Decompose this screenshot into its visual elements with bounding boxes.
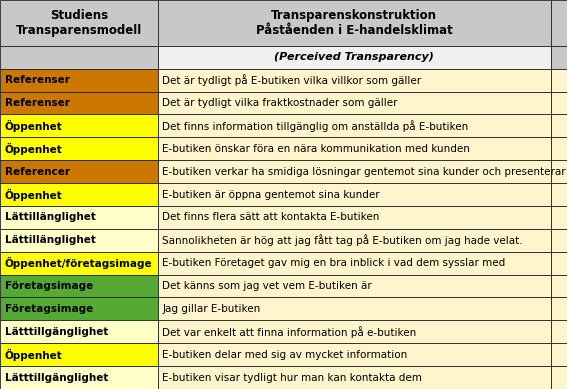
Bar bbox=[158, 366, 551, 389]
Bar bbox=[158, 91, 551, 114]
Bar bbox=[0, 0, 158, 46]
Text: Jag gillar E-butiken: Jag gillar E-butiken bbox=[162, 304, 260, 314]
Bar bbox=[158, 137, 551, 160]
Bar bbox=[551, 114, 567, 137]
Text: Lätttillgänglighet: Lätttillgänglighet bbox=[5, 327, 108, 337]
Bar bbox=[0, 298, 158, 321]
Text: Det finns flera sätt att kontakta E-butiken: Det finns flera sätt att kontakta E-buti… bbox=[162, 212, 379, 223]
Bar bbox=[0, 137, 158, 160]
Text: Lätttillgänglighet: Lätttillgänglighet bbox=[5, 373, 108, 382]
Bar bbox=[551, 0, 567, 46]
Text: Studiens
Transparensmodell: Studiens Transparensmodell bbox=[16, 9, 142, 37]
Bar bbox=[0, 46, 158, 68]
Bar bbox=[551, 298, 567, 321]
Bar bbox=[158, 114, 551, 137]
Text: Det finns information tillgänglig om anställda på E-butiken: Det finns information tillgänglig om ans… bbox=[162, 120, 468, 132]
Bar bbox=[0, 252, 158, 275]
Bar bbox=[551, 229, 567, 252]
Bar bbox=[158, 0, 551, 46]
Bar bbox=[551, 183, 567, 206]
Bar bbox=[551, 275, 567, 298]
Bar bbox=[0, 343, 158, 366]
Bar bbox=[158, 343, 551, 366]
Text: Företagsimage: Företagsimage bbox=[5, 281, 93, 291]
Text: Företagsimage: Företagsimage bbox=[5, 304, 93, 314]
Bar bbox=[551, 343, 567, 366]
Text: Lättillänglighet: Lättillänglighet bbox=[5, 212, 95, 223]
Text: E-butiken verkar ha smidiga lösningar gentemot sina kunder och presenterar detta: E-butiken verkar ha smidiga lösningar ge… bbox=[162, 166, 567, 177]
Bar bbox=[551, 68, 567, 91]
Bar bbox=[551, 252, 567, 275]
Text: Öppenhet/företagsimage: Öppenhet/företagsimage bbox=[5, 257, 152, 269]
Bar bbox=[0, 183, 158, 206]
Text: E-butiken är öppna gentemot sina kunder: E-butiken är öppna gentemot sina kunder bbox=[162, 189, 380, 200]
Bar bbox=[158, 46, 551, 68]
Bar bbox=[551, 46, 567, 68]
Bar bbox=[551, 206, 567, 229]
Bar bbox=[158, 229, 551, 252]
Bar bbox=[551, 137, 567, 160]
Text: Öppenhet: Öppenhet bbox=[5, 120, 62, 132]
Text: Sannolikheten är hög att jag fått tag på E-butiken om jag hade velat.: Sannolikheten är hög att jag fått tag på… bbox=[162, 234, 523, 246]
Bar bbox=[158, 206, 551, 229]
Bar bbox=[551, 91, 567, 114]
Text: Referenser: Referenser bbox=[5, 75, 69, 85]
Text: Öppenhet: Öppenhet bbox=[5, 143, 62, 155]
Text: E-butiken Företaget gav mig en bra inblick i vad dem sysslar med: E-butiken Företaget gav mig en bra inbli… bbox=[162, 258, 505, 268]
Text: (Perceived Transparency): (Perceived Transparency) bbox=[274, 52, 434, 62]
Bar bbox=[0, 68, 158, 91]
Text: Det känns som jag vet vem E-butiken är: Det känns som jag vet vem E-butiken är bbox=[162, 281, 372, 291]
Bar bbox=[0, 275, 158, 298]
Bar bbox=[0, 160, 158, 183]
Bar bbox=[158, 68, 551, 91]
Bar bbox=[0, 229, 158, 252]
Text: Referenser: Referenser bbox=[5, 98, 69, 108]
Bar bbox=[0, 206, 158, 229]
Bar bbox=[158, 298, 551, 321]
Bar bbox=[158, 252, 551, 275]
Bar bbox=[158, 275, 551, 298]
Bar bbox=[0, 321, 158, 343]
Bar bbox=[551, 321, 567, 343]
Bar bbox=[0, 91, 158, 114]
Bar bbox=[158, 183, 551, 206]
Bar bbox=[0, 366, 158, 389]
Bar bbox=[551, 160, 567, 183]
Bar bbox=[158, 321, 551, 343]
Text: Öppenhet: Öppenhet bbox=[5, 188, 62, 201]
Text: Det var enkelt att finna information på e-butiken: Det var enkelt att finna information på … bbox=[162, 326, 416, 338]
Text: Öppenhet: Öppenhet bbox=[5, 349, 62, 361]
Text: Det är tydligt vilka fraktkostnader som gäller: Det är tydligt vilka fraktkostnader som … bbox=[162, 98, 397, 108]
Text: E-butiken visar tydligt hur man kan kontakta dem: E-butiken visar tydligt hur man kan kont… bbox=[162, 373, 422, 382]
Text: Lättillänglighet: Lättillänglighet bbox=[5, 235, 95, 245]
Text: Det är tydligt på E-butiken vilka villkor som gäller: Det är tydligt på E-butiken vilka villko… bbox=[162, 74, 421, 86]
Text: Transparenskonstruktion
Påståenden i E-handelsklimat: Transparenskonstruktion Påståenden i E-h… bbox=[256, 9, 452, 37]
Text: E-butiken delar med sig av mycket information: E-butiken delar med sig av mycket inform… bbox=[162, 350, 408, 360]
Bar bbox=[551, 366, 567, 389]
Bar bbox=[0, 114, 158, 137]
Text: E-butiken önskar föra en nära kommunikation med kunden: E-butiken önskar föra en nära kommunikat… bbox=[162, 144, 470, 154]
Bar bbox=[158, 160, 551, 183]
Text: Referencer: Referencer bbox=[5, 166, 70, 177]
